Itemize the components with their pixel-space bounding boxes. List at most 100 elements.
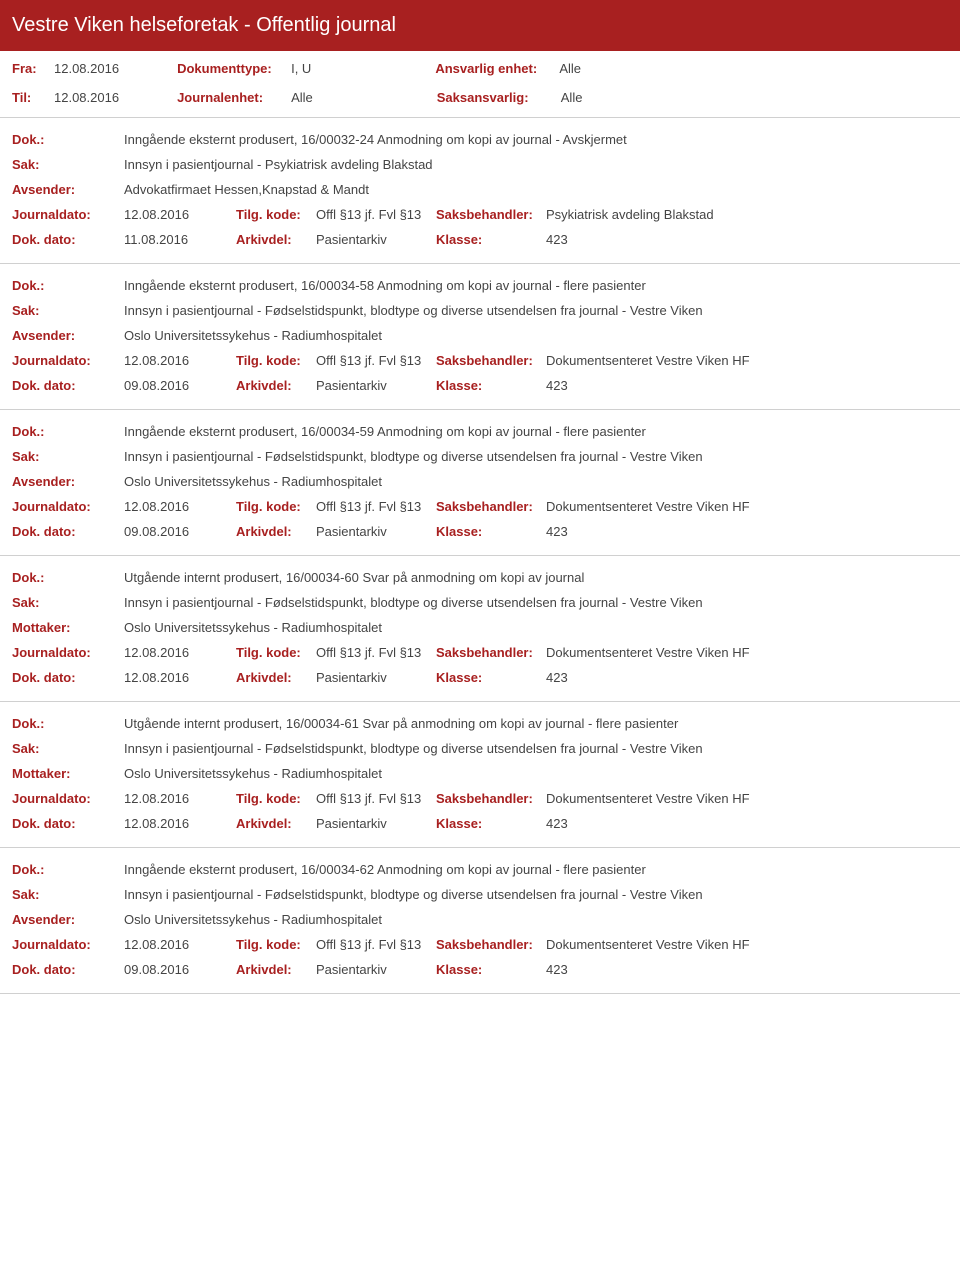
dok-label: Dok.:: [12, 278, 124, 293]
dok-label: Dok.:: [12, 424, 124, 439]
tilgkode-label: Tilg. kode:: [236, 207, 316, 222]
tilgkode-value: Offl §13 jf. Fvl §13: [316, 353, 436, 368]
sak-value: Innsyn i pasientjournal - Psykiatrisk av…: [124, 157, 433, 172]
dokdato-value: 09.08.2016: [124, 524, 236, 539]
tilgkode-label: Tilg. kode:: [236, 645, 316, 660]
dokdato-label: Dok. dato:: [12, 670, 124, 685]
entries-container: Dok.: Inngående eksternt produsert, 16/0…: [0, 118, 960, 994]
tilgkode-label: Tilg. kode:: [236, 499, 316, 514]
klasse-value: 423: [546, 962, 948, 977]
dokdato-label: Dok. dato:: [12, 232, 124, 247]
arkivdel-value: Pasientarkiv: [316, 524, 436, 539]
dok-label: Dok.:: [12, 716, 124, 731]
dok-value: Utgående internt produsert, 16/00034-60 …: [124, 570, 584, 585]
party-value: Advokatfirmaet Hessen,Knapstad & Mandt: [124, 182, 369, 197]
saksansvarlig-label: Saksansvarlig:: [437, 90, 547, 105]
dokdato-value: 09.08.2016: [124, 378, 236, 393]
party-value: Oslo Universitetssykehus - Radiumhospita…: [124, 620, 382, 635]
klasse-label: Klasse:: [436, 232, 546, 247]
til-label: Til:: [12, 90, 40, 105]
tilgkode-label: Tilg. kode:: [236, 791, 316, 806]
sak-value: Innsyn i pasientjournal - Fødselstidspun…: [124, 449, 703, 464]
sak-value: Innsyn i pasientjournal - Fødselstidspun…: [124, 887, 703, 902]
dok-label: Dok.:: [12, 570, 124, 585]
dokdato-label: Dok. dato:: [12, 962, 124, 977]
dok-value: Utgående internt produsert, 16/00034-61 …: [124, 716, 678, 731]
arkivdel-label: Arkivdel:: [236, 232, 316, 247]
arkivdel-label: Arkivdel:: [236, 670, 316, 685]
page-title: Vestre Viken helseforetak - Offentlig jo…: [12, 14, 396, 36]
party-label: Mottaker:: [12, 620, 124, 635]
til-value: 12.08.2016: [54, 90, 119, 105]
dokdato-label: Dok. dato:: [12, 378, 124, 393]
arkivdel-value: Pasientarkiv: [316, 670, 436, 685]
journaldato-label: Journaldato:: [12, 791, 124, 806]
tilgkode-label: Tilg. kode:: [236, 937, 316, 952]
journaldato-label: Journaldato:: [12, 937, 124, 952]
tilgkode-value: Offl §13 jf. Fvl §13: [316, 791, 436, 806]
party-value: Oslo Universitetssykehus - Radiumhospita…: [124, 766, 382, 781]
saksbehandler-label: Saksbehandler:: [436, 207, 546, 222]
journalenhet-label: Journalenhet:: [177, 90, 277, 105]
sak-label: Sak:: [12, 595, 124, 610]
dokdato-value: 12.08.2016: [124, 670, 236, 685]
klasse-value: 423: [546, 378, 948, 393]
saksbehandler-label: Saksbehandler:: [436, 645, 546, 660]
dokdato-label: Dok. dato:: [12, 816, 124, 831]
saksbehandler-label: Saksbehandler:: [436, 353, 546, 368]
klasse-value: 423: [546, 232, 948, 247]
saksbehandler-value: Dokumentsenteret Vestre Viken HF: [546, 499, 948, 514]
arkivdel-label: Arkivdel:: [236, 524, 316, 539]
saksansvarlig-value: Alle: [561, 90, 583, 105]
journal-entry: Dok.: Inngående eksternt produsert, 16/0…: [0, 848, 960, 994]
party-label: Avsender:: [12, 328, 124, 343]
party-label: Mottaker:: [12, 766, 124, 781]
journal-entry: Dok.: Utgående internt produsert, 16/000…: [0, 556, 960, 702]
klasse-label: Klasse:: [436, 378, 546, 393]
saksbehandler-label: Saksbehandler:: [436, 937, 546, 952]
dok-value: Inngående eksternt produsert, 16/00034-5…: [124, 424, 646, 439]
arkivdel-value: Pasientarkiv: [316, 962, 436, 977]
journaldato-value: 12.08.2016: [124, 791, 236, 806]
journal-entry: Dok.: Utgående internt produsert, 16/000…: [0, 702, 960, 848]
klasse-value: 423: [546, 524, 948, 539]
fra-label: Fra:: [12, 61, 40, 76]
arkivdel-value: Pasientarkiv: [316, 232, 436, 247]
sak-label: Sak:: [12, 741, 124, 756]
dok-value: Inngående eksternt produsert, 16/00032-2…: [124, 132, 627, 147]
sak-label: Sak:: [12, 157, 124, 172]
klasse-label: Klasse:: [436, 962, 546, 977]
saksbehandler-value: Dokumentsenteret Vestre Viken HF: [546, 791, 948, 806]
dok-value: Inngående eksternt produsert, 16/00034-5…: [124, 278, 646, 293]
party-label: Avsender:: [12, 182, 124, 197]
saksbehandler-value: Psykiatrisk avdeling Blakstad: [546, 207, 948, 222]
dokdato-value: 09.08.2016: [124, 962, 236, 977]
journal-entry: Dok.: Inngående eksternt produsert, 16/0…: [0, 264, 960, 410]
saksbehandler-value: Dokumentsenteret Vestre Viken HF: [546, 937, 948, 952]
sak-label: Sak:: [12, 887, 124, 902]
sak-label: Sak:: [12, 449, 124, 464]
dok-value: Inngående eksternt produsert, 16/00034-6…: [124, 862, 646, 877]
arkivdel-label: Arkivdel:: [236, 816, 316, 831]
page-title-bar: Vestre Viken helseforetak - Offentlig jo…: [0, 0, 960, 51]
sak-value: Innsyn i pasientjournal - Fødselstidspun…: [124, 303, 703, 318]
journal-entry: Dok.: Inngående eksternt produsert, 16/0…: [0, 410, 960, 556]
sak-value: Innsyn i pasientjournal - Fødselstidspun…: [124, 741, 703, 756]
journaldato-label: Journaldato:: [12, 645, 124, 660]
arkivdel-value: Pasientarkiv: [316, 378, 436, 393]
saksbehandler-label: Saksbehandler:: [436, 791, 546, 806]
journaldato-value: 12.08.2016: [124, 207, 236, 222]
journaldato-value: 12.08.2016: [124, 937, 236, 952]
journalenhet-value: Alle: [291, 90, 313, 105]
journaldato-value: 12.08.2016: [124, 499, 236, 514]
klasse-label: Klasse:: [436, 816, 546, 831]
party-value: Oslo Universitetssykehus - Radiumhospita…: [124, 912, 382, 927]
saksbehandler-label: Saksbehandler:: [436, 499, 546, 514]
tilgkode-label: Tilg. kode:: [236, 353, 316, 368]
party-value: Oslo Universitetssykehus - Radiumhospita…: [124, 328, 382, 343]
tilgkode-value: Offl §13 jf. Fvl §13: [316, 499, 436, 514]
journaldato-label: Journaldato:: [12, 499, 124, 514]
saksbehandler-value: Dokumentsenteret Vestre Viken HF: [546, 645, 948, 660]
dok-label: Dok.:: [12, 132, 124, 147]
arkivdel-label: Arkivdel:: [236, 962, 316, 977]
